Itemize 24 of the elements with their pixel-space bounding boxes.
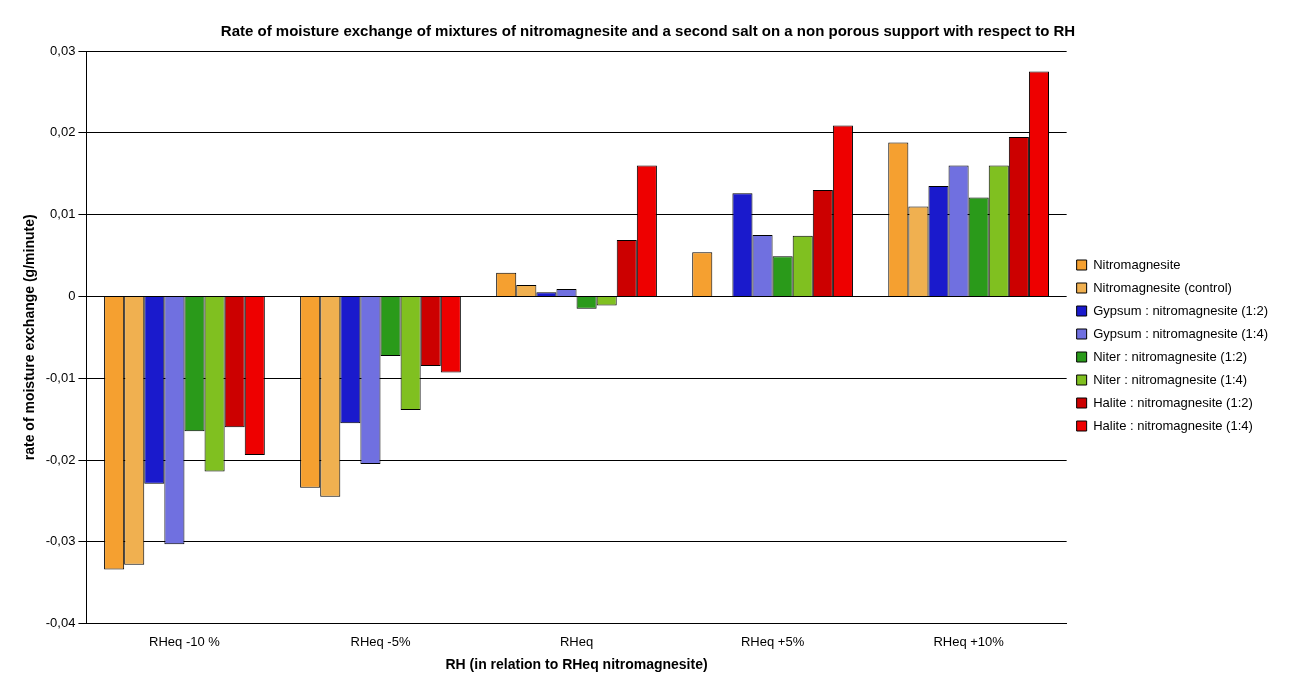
y-tick-label: -0,01 bbox=[45, 369, 76, 385]
x-tick-label: RHeq -10 % bbox=[149, 633, 221, 649]
legend-label: Niter : nitromagnesite (1:4) bbox=[1093, 371, 1248, 387]
y-tick-label: -0,03 bbox=[45, 533, 76, 549]
y-tick-label: 0,03 bbox=[50, 42, 76, 58]
legend-label: Niter : nitromagnesite (1:2) bbox=[1093, 348, 1248, 364]
legend-label: Nitromagnesite bbox=[1093, 256, 1181, 272]
legend-label: Gypsum : nitromagnesite (1:2) bbox=[1093, 302, 1269, 318]
y-tick-label: 0,01 bbox=[50, 206, 76, 222]
y-tick-label: 0,02 bbox=[50, 124, 76, 140]
legend-label: Gypsum : nitromagnesite (1:4) bbox=[1093, 325, 1269, 341]
y-tick-label: -0,04 bbox=[45, 615, 76, 631]
x-tick-label: RHeq -5% bbox=[350, 633, 411, 649]
legend-label: Halite : nitromagnesite (1:2) bbox=[1093, 394, 1253, 410]
x-tick-label: RHeq +10% bbox=[933, 633, 1005, 649]
x-tick-label: RHeq bbox=[559, 633, 594, 649]
legend-label: Halite : nitromagnesite (1:4) bbox=[1093, 417, 1253, 433]
y-axis-title: rate of moisture exchange (g/minute) bbox=[21, 214, 38, 461]
y-tick-label: 0 bbox=[68, 287, 76, 303]
chart-title: Rate of moisture exchange of mixtures of nitromagnesite and a second salt on a non porous support with respect to RH bbox=[220, 22, 1076, 40]
x-tick-label: RHeq +5% bbox=[740, 633, 805, 649]
y-tick-label: -0,02 bbox=[45, 451, 76, 467]
x-axis-title: RH (in relation to RHeq nitromagnesite) bbox=[445, 656, 708, 673]
legend-label: Nitromagnesite (control) bbox=[1093, 279, 1232, 295]
